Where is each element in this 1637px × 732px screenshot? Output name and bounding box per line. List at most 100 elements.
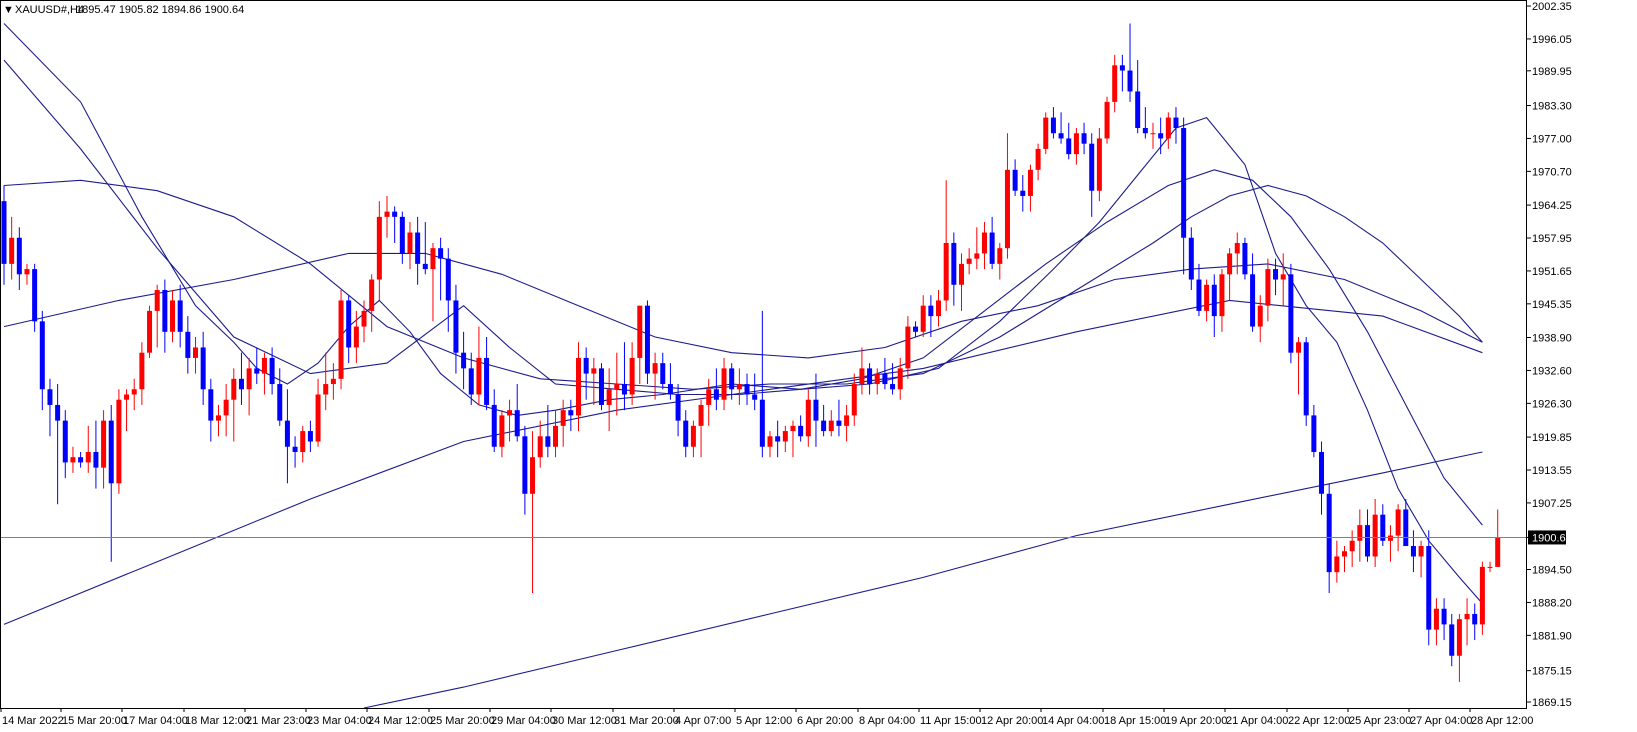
candle-body [154, 289, 160, 311]
candle-body [583, 357, 589, 374]
candle-body [997, 248, 1003, 264]
candle-body [989, 232, 995, 264]
candle-body [1204, 284, 1210, 311]
y-tick-label: 1919.85 [1532, 432, 1572, 444]
candle [1004, 133, 1010, 259]
candle [989, 216, 995, 270]
candle [1043, 112, 1049, 155]
candle-body [1096, 138, 1102, 191]
candle [1089, 133, 1095, 217]
candle [1495, 509, 1501, 567]
candle-body [147, 310, 153, 353]
candle-body [430, 248, 436, 270]
candle [1342, 546, 1347, 573]
candle [1456, 613, 1462, 682]
candle [461, 331, 467, 390]
candle-body [1188, 237, 1194, 280]
candle-body [284, 420, 290, 447]
candle-body [1127, 70, 1133, 92]
candle-body [637, 305, 643, 358]
candle [116, 389, 122, 494]
candle-body [1311, 415, 1317, 452]
candle-body [905, 326, 911, 369]
x-tick-label: 31 Mar 20:00 [614, 715, 679, 727]
candle [690, 420, 696, 458]
candle-body [821, 420, 827, 432]
candle-body [1165, 117, 1171, 139]
candle [874, 368, 880, 395]
candle [1119, 54, 1125, 92]
candle-body [1403, 509, 1409, 547]
candle [1127, 23, 1133, 102]
candle [583, 347, 589, 400]
candle [1311, 404, 1317, 458]
candle-body [897, 368, 903, 390]
x-tick-label: 23 Mar 04:00 [307, 715, 372, 727]
menu-arrow-icon[interactable]: ▼ [3, 4, 14, 16]
candle [415, 216, 421, 285]
candle [729, 363, 735, 400]
candle [1364, 509, 1370, 562]
candle-body [667, 384, 673, 395]
candle-body [1433, 608, 1439, 630]
candle [300, 425, 306, 463]
candle-body [859, 368, 865, 385]
candle-body [1418, 546, 1424, 557]
candle [407, 222, 413, 270]
candle [775, 420, 781, 458]
candle [1257, 295, 1263, 343]
candle [568, 399, 574, 432]
candle [1181, 117, 1187, 275]
candle-body [966, 258, 972, 264]
candle [913, 321, 919, 338]
candle-body [1173, 117, 1179, 129]
candle-body [39, 321, 45, 390]
x-tick-label: 8 Apr 04:00 [859, 715, 915, 727]
candle [966, 248, 972, 275]
x-tick-label: 11 Apr 15:00 [920, 715, 982, 727]
x-tick-label: 6 Apr 20:00 [797, 715, 853, 727]
candle-body [415, 232, 421, 264]
candle-body [1395, 509, 1401, 536]
candle [1280, 253, 1286, 306]
candle-body [1250, 274, 1256, 327]
candle-body [507, 410, 513, 416]
candle-body [422, 263, 428, 270]
candle-body [193, 347, 198, 358]
candle-body [1104, 101, 1110, 139]
plot-frame [0, 0, 1527, 709]
candle [1319, 441, 1325, 515]
candle [323, 352, 329, 411]
candle [9, 216, 15, 280]
candle-body [890, 384, 896, 390]
candle-body [744, 384, 750, 395]
candle-body [775, 436, 781, 442]
candle [369, 274, 375, 332]
candle [124, 389, 130, 432]
candle-body [844, 415, 850, 426]
candle [537, 420, 543, 468]
x-tick-label: 19 Apr 20:00 [1165, 715, 1227, 727]
candle [943, 180, 949, 311]
candle-body [576, 357, 581, 416]
candle-body [1, 201, 7, 264]
candle [1066, 122, 1072, 160]
candle [1479, 561, 1485, 635]
candle [928, 295, 934, 338]
candle [522, 425, 528, 515]
candle [246, 357, 252, 416]
candle-body [1234, 242, 1240, 254]
candle [491, 389, 497, 452]
candle-body [1058, 133, 1064, 139]
candle-body [836, 420, 842, 426]
y-tick-label: 1894.50 [1532, 565, 1572, 577]
candle-body [874, 373, 880, 385]
x-tick-label: 21 Apr 04:00 [1226, 715, 1288, 727]
candle [1227, 248, 1233, 301]
candle-body [1426, 546, 1432, 630]
candle-body [1495, 537, 1501, 567]
candle [507, 399, 513, 442]
